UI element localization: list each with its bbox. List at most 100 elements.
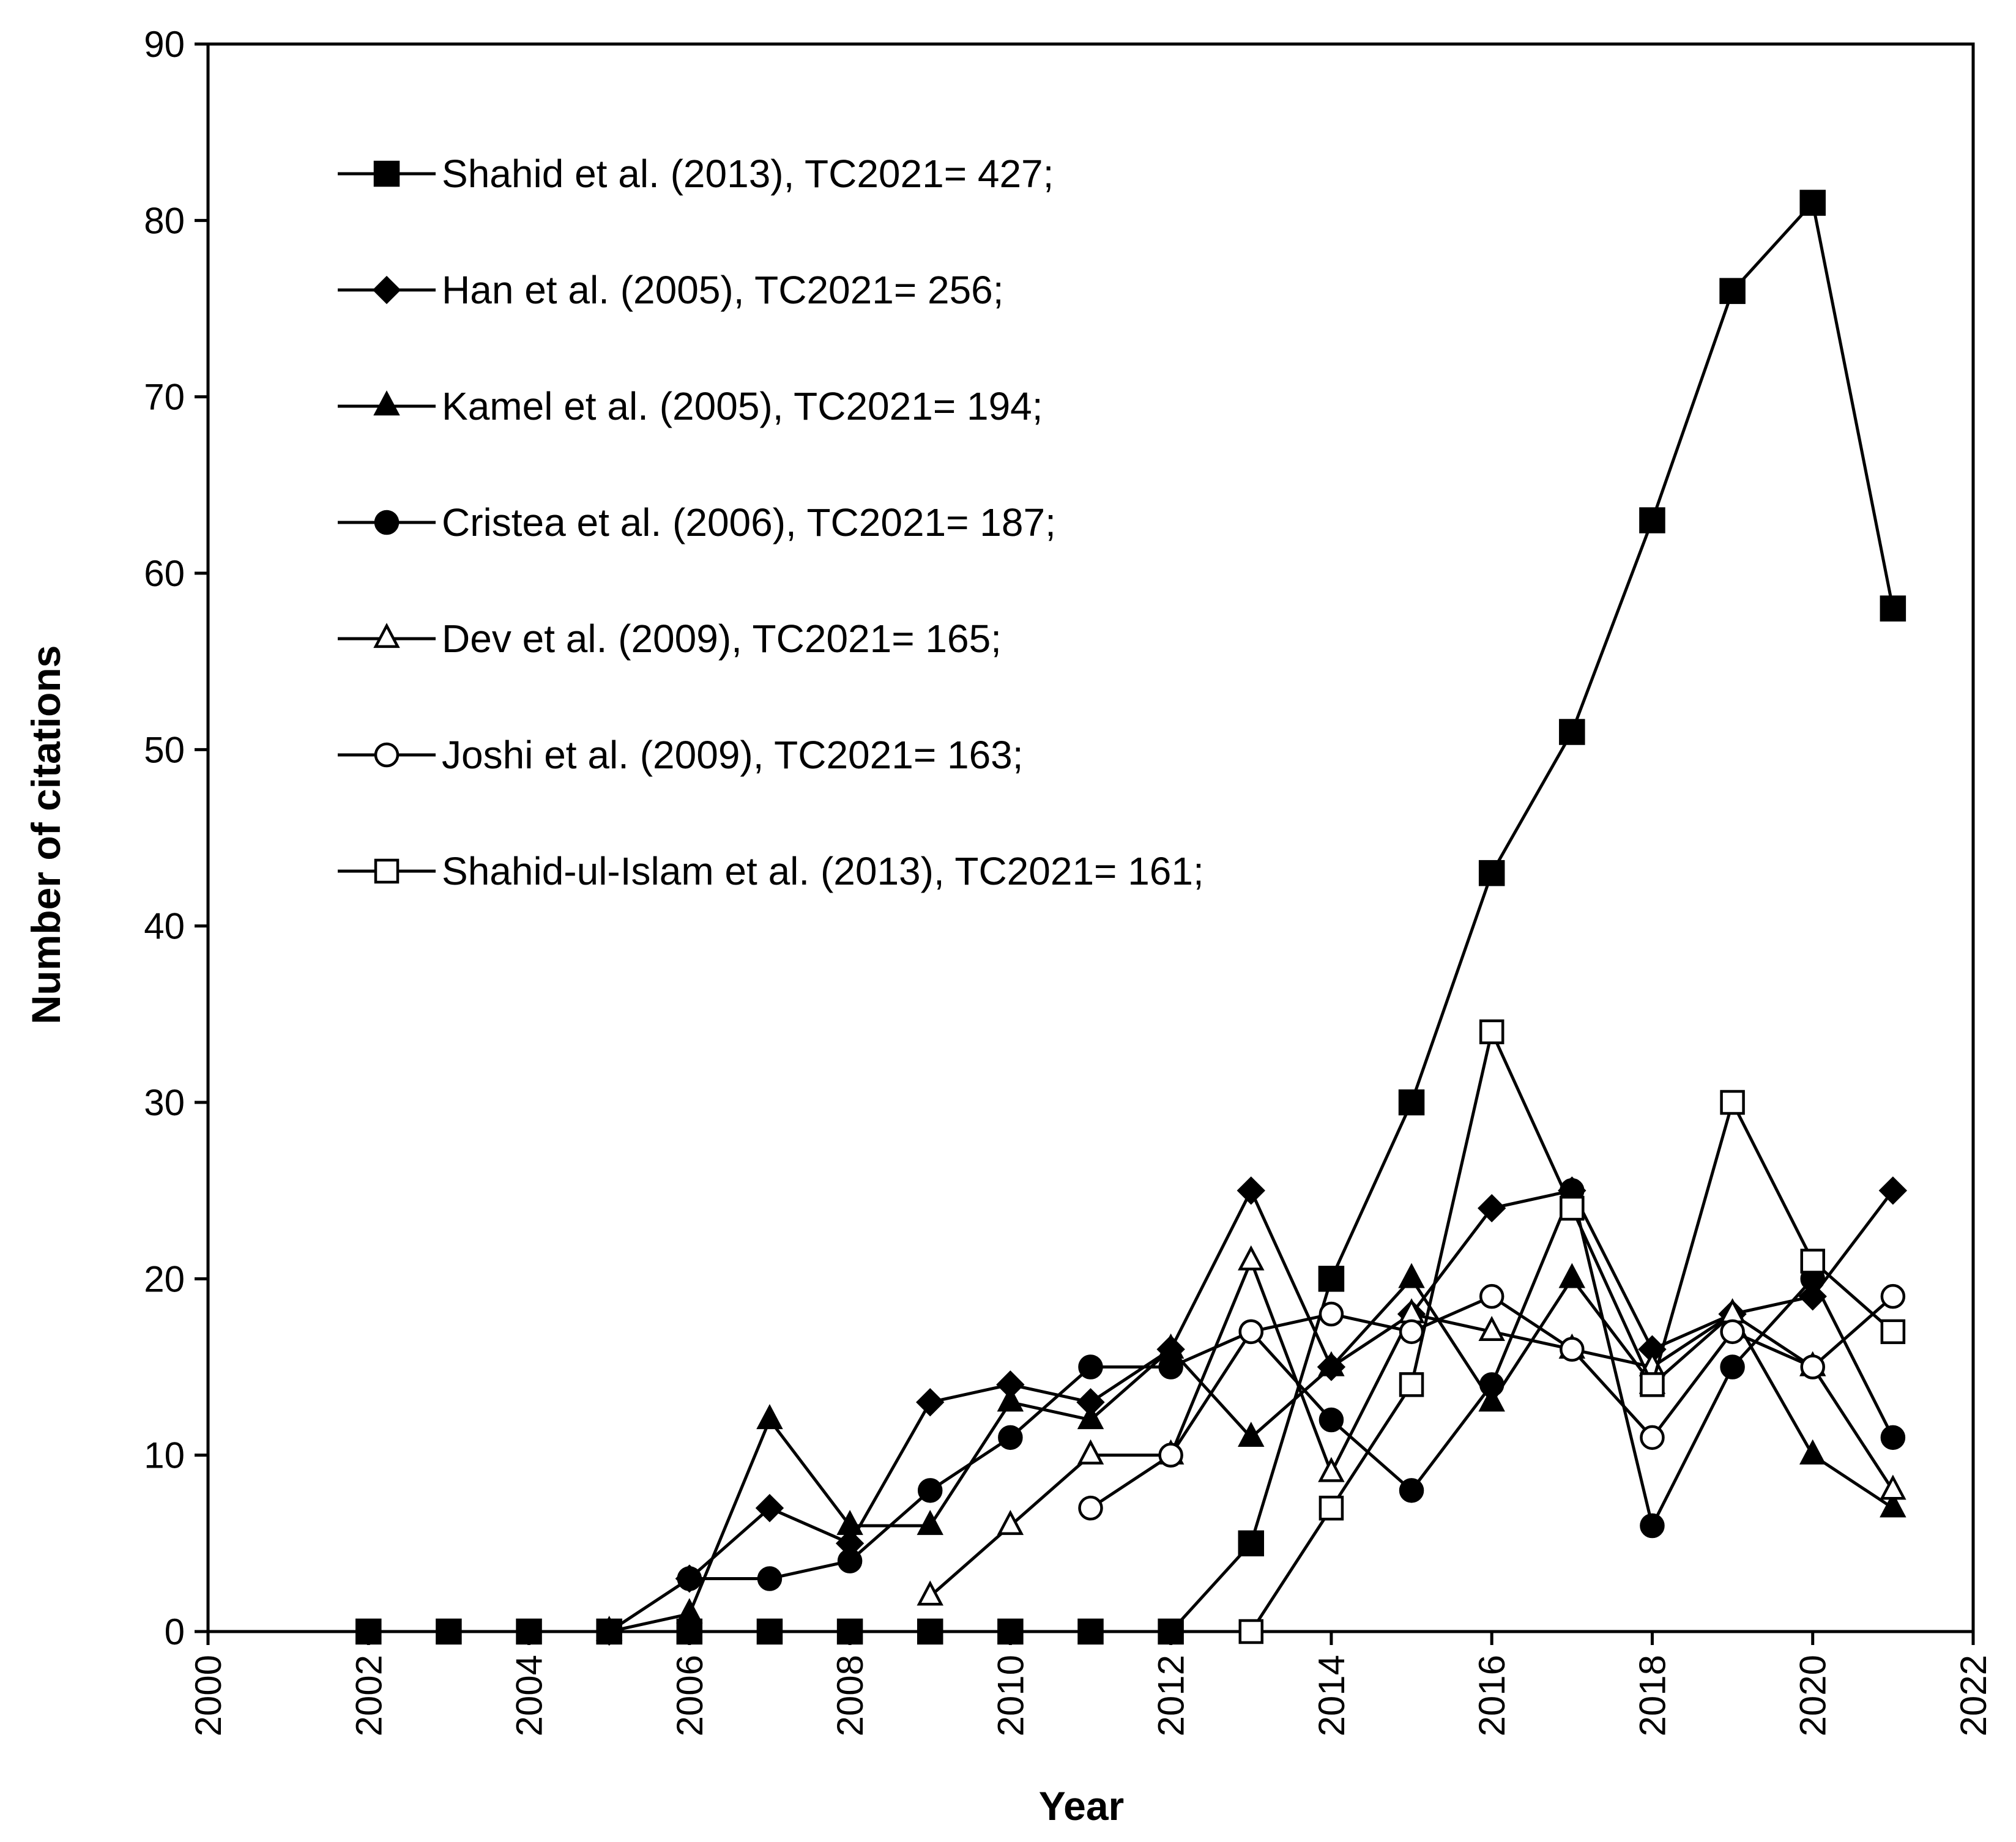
data-point (516, 1618, 542, 1645)
data-point (837, 1548, 863, 1573)
data-point (997, 1618, 1024, 1645)
x-tick-label: 2014 (1311, 1655, 1352, 1736)
data-point (1880, 1474, 1906, 1500)
y-tick-label: 30 (144, 1082, 185, 1123)
series-5 (917, 1245, 1906, 1606)
data-point (1318, 1266, 1345, 1292)
data-point (836, 1510, 863, 1536)
x-tick-label: 2002 (348, 1655, 389, 1736)
data-point (1399, 1372, 1424, 1397)
series-6 (1078, 1283, 1906, 1521)
data-point (1158, 1443, 1183, 1468)
data-point (916, 1387, 945, 1417)
data-point (1077, 1404, 1104, 1430)
x-tick-label: 2012 (1151, 1655, 1192, 1736)
legend-label: Dev et al. (2009), TC2021= 165; (442, 617, 1002, 661)
data-point (1319, 1407, 1344, 1433)
data-point (998, 1425, 1023, 1450)
data-point (997, 1386, 1024, 1412)
data-point (1399, 1478, 1424, 1503)
data-point (1639, 507, 1665, 533)
legend-label: Cristea et al. (2006), TC2021= 187; (442, 500, 1056, 544)
data-point (1880, 1283, 1906, 1309)
data-point (1880, 1492, 1906, 1518)
data-point (1237, 1176, 1265, 1205)
data-point (374, 510, 400, 535)
data-point (373, 390, 400, 416)
data-point (1478, 1315, 1505, 1342)
data-point (1640, 1425, 1665, 1450)
data-point (917, 1510, 943, 1536)
y-tick-label: 70 (144, 377, 185, 418)
data-point (1238, 1619, 1264, 1644)
data-point (756, 1404, 783, 1430)
legend-label: Han et al. (2005), TC2021= 256; (442, 268, 1004, 312)
data-point (917, 1478, 943, 1503)
data-point (1640, 1513, 1665, 1539)
data-point (1238, 1530, 1265, 1557)
legend-item: Joshi et al. (2009), TC2021= 163; (338, 733, 1024, 777)
y-axis: 0 10 20 30 40 50 60 70 80 90 (144, 24, 208, 1652)
data-point (1479, 1283, 1505, 1309)
legend-item: Kamel et al. (2005), TC2021= 194; (338, 384, 1043, 428)
data-point (756, 1618, 783, 1645)
data-point (1399, 1319, 1424, 1345)
x-tick-label: 2008 (830, 1655, 871, 1736)
y-axis-title: Number of citations (23, 645, 69, 1025)
data-point (1318, 1351, 1345, 1376)
x-tick-label: 2004 (509, 1655, 550, 1736)
data-point (1720, 1090, 1745, 1115)
x-axis-title: Year (1039, 1783, 1124, 1829)
data-point (1880, 1425, 1906, 1450)
data-point (1720, 1319, 1745, 1345)
data-point (1880, 1319, 1906, 1345)
data-point (1479, 1019, 1505, 1044)
data-point (1398, 1263, 1425, 1288)
data-point (1077, 1618, 1104, 1645)
data-point (917, 1580, 943, 1606)
x-tick-label: 2016 (1471, 1655, 1512, 1736)
y-tick-label: 90 (144, 24, 185, 65)
legend-item: Shahid et al. (2013), TC2021= 427; (338, 152, 1054, 196)
data-point (757, 1566, 783, 1591)
x-axis: 2000 2002 2004 2006 2008 2010 2012 2014 2016 2018… (188, 1632, 1994, 1736)
series-line (689, 1189, 1895, 1580)
data-point (436, 1618, 462, 1645)
series-4 (677, 1178, 1906, 1591)
data-point (1478, 1386, 1505, 1412)
x-tick-label: 2018 (1632, 1655, 1673, 1736)
legend-item: Cristea et al. (2006), TC2021= 187; (338, 500, 1056, 544)
y-tick-label: 20 (144, 1258, 185, 1299)
data-point (1640, 1372, 1665, 1397)
data-point (1319, 1301, 1344, 1327)
series-layer (355, 190, 1908, 1646)
x-tick-label: 2006 (669, 1655, 710, 1736)
y-tick-label: 80 (144, 200, 185, 241)
series-line (1249, 1030, 1894, 1633)
data-point (677, 1566, 702, 1591)
x-tick-label: 2000 (188, 1655, 229, 1736)
legend-item: Han et al. (2005), TC2021= 256; (338, 268, 1004, 312)
legend-label: Shahid-ul-Islam et al. (2013), TC2021= 1… (442, 849, 1204, 893)
data-point (373, 623, 400, 648)
legend-label: Joshi et al. (2009), TC2021= 163; (442, 733, 1024, 777)
legend-label: Kamel et al. (2005), TC2021= 194; (442, 384, 1043, 428)
legend-item: Dev et al. (2009), TC2021= 165; (338, 617, 1002, 661)
data-point (1479, 1372, 1505, 1397)
data-point (1238, 1319, 1264, 1345)
data-point (1158, 1354, 1183, 1380)
data-point (1477, 1194, 1506, 1223)
series-7 (1238, 1019, 1906, 1644)
data-point (595, 1616, 623, 1641)
data-point (1238, 1245, 1265, 1271)
data-point (1558, 1263, 1586, 1288)
data-point (1880, 595, 1906, 622)
data-point (1800, 1354, 1825, 1380)
data-point (1719, 278, 1746, 304)
legend: Shahid et al. (2013), TC2021= 427; Han et… (338, 152, 1204, 893)
data-point (355, 1618, 382, 1645)
data-point (1799, 1439, 1826, 1465)
data-point (1478, 860, 1505, 886)
data-point (1720, 1354, 1745, 1380)
